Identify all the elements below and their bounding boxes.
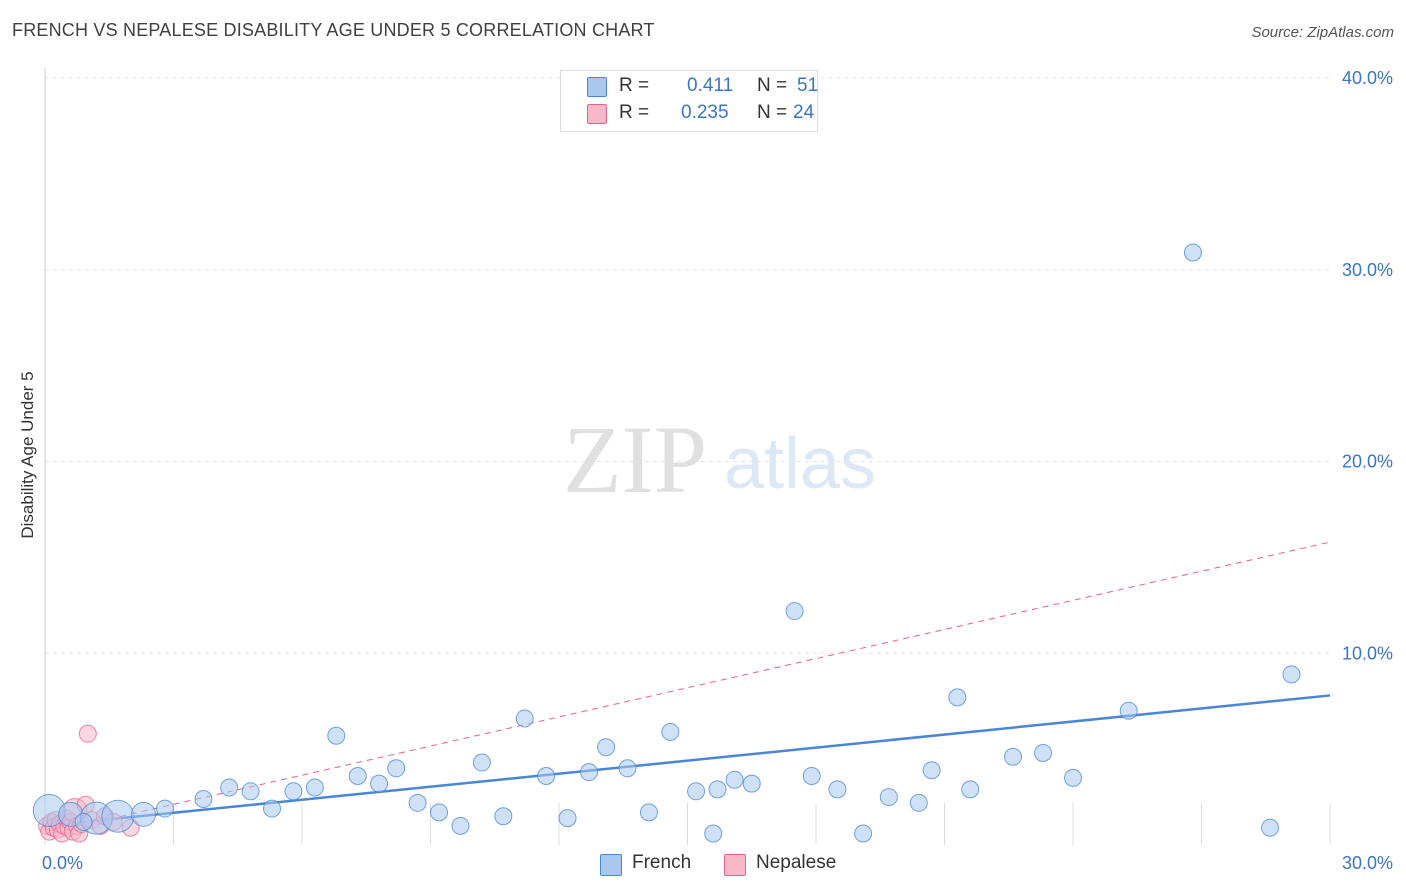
french-point (909, 793, 928, 812)
french-point (1183, 243, 1202, 262)
french-point (305, 778, 324, 797)
french-point (263, 799, 282, 818)
french-point (370, 774, 389, 793)
french-point (387, 759, 406, 778)
nepalese-swatch (587, 104, 607, 124)
french-point (220, 778, 239, 797)
french-point (1004, 747, 1023, 766)
french-point (961, 780, 980, 799)
french-point (241, 782, 260, 801)
trendline-french (44, 694, 1331, 828)
french-swatch (600, 854, 622, 876)
french-point (1261, 818, 1280, 837)
french-point (828, 780, 847, 799)
r-label: R = (619, 75, 650, 96)
french-point (742, 774, 761, 793)
y-tick-label: 40.0% (1342, 68, 1393, 88)
french-point (515, 709, 534, 728)
french-point (704, 824, 723, 843)
r-value: 0.235 (681, 102, 729, 123)
tick-labels: 10.0% 20.0% 30.0% 40.0% 0.0% 30.0% (42, 68, 1393, 873)
french-point (687, 782, 706, 801)
french-point (725, 770, 744, 789)
data-points (32, 243, 1301, 843)
french-point (194, 789, 213, 808)
n-label: N = (757, 102, 788, 123)
french-point (284, 782, 303, 801)
watermark: ZIP atlas (563, 406, 876, 513)
french-point (101, 799, 135, 833)
x-tick-label: 30.0% (1342, 853, 1393, 873)
french-point (879, 788, 898, 807)
french-point (451, 816, 470, 835)
french-point (639, 803, 658, 822)
r-value: 0.411 (687, 75, 734, 96)
watermark-atlas: atlas (724, 424, 876, 504)
watermark-zip: ZIP (563, 406, 707, 513)
french-point (155, 799, 174, 818)
french-point (494, 807, 513, 826)
y-tick-label: 20.0% (1342, 452, 1393, 472)
grid-lines (45, 77, 1330, 654)
french-point (597, 738, 616, 757)
french-point (74, 812, 93, 831)
stats-legend: R = 0.411 N = 51 R = 0.235 N = 24 (560, 70, 818, 132)
french-point (1282, 665, 1301, 684)
french-swatch (587, 77, 607, 97)
n-label: N = (757, 75, 788, 96)
french-point (618, 759, 637, 778)
french-point (948, 688, 967, 707)
french-point (1034, 743, 1053, 762)
axes (44, 68, 1331, 845)
nepalese-point (78, 724, 97, 743)
french-point (661, 722, 680, 741)
french-point (408, 793, 427, 812)
n-value: 51 (797, 75, 819, 96)
french-point (802, 766, 821, 785)
y-tick-label: 30.0% (1342, 260, 1393, 280)
french-point (348, 766, 367, 785)
trendlines (44, 541, 1331, 834)
y-tick-label: 10.0% (1342, 643, 1393, 663)
legend-label: French (632, 852, 692, 873)
x-tick-label: 0.0% (42, 853, 83, 873)
french-point (1119, 701, 1138, 720)
french-point (430, 803, 449, 822)
r-label: R = (619, 102, 650, 123)
french-point (579, 763, 598, 782)
french-point (131, 801, 157, 827)
nepalese-swatch (724, 854, 746, 876)
french-point (472, 753, 491, 772)
french-point (1064, 768, 1082, 787)
french-point (537, 766, 556, 785)
y-axis-label: Disability Age Under 5 (18, 371, 37, 539)
n-value: 24 (793, 102, 815, 123)
french-point (327, 726, 346, 745)
source-label: Source: ZipAtlas.com (1251, 24, 1394, 41)
legend-label: Nepalese (756, 852, 837, 873)
french-point (708, 780, 727, 799)
french-point (558, 809, 577, 828)
french-point (854, 824, 873, 843)
french-point (922, 761, 941, 780)
french-point (785, 602, 804, 621)
chart-title: FRENCH VS NEPALESE DISABILITY AGE UNDER … (12, 20, 655, 40)
